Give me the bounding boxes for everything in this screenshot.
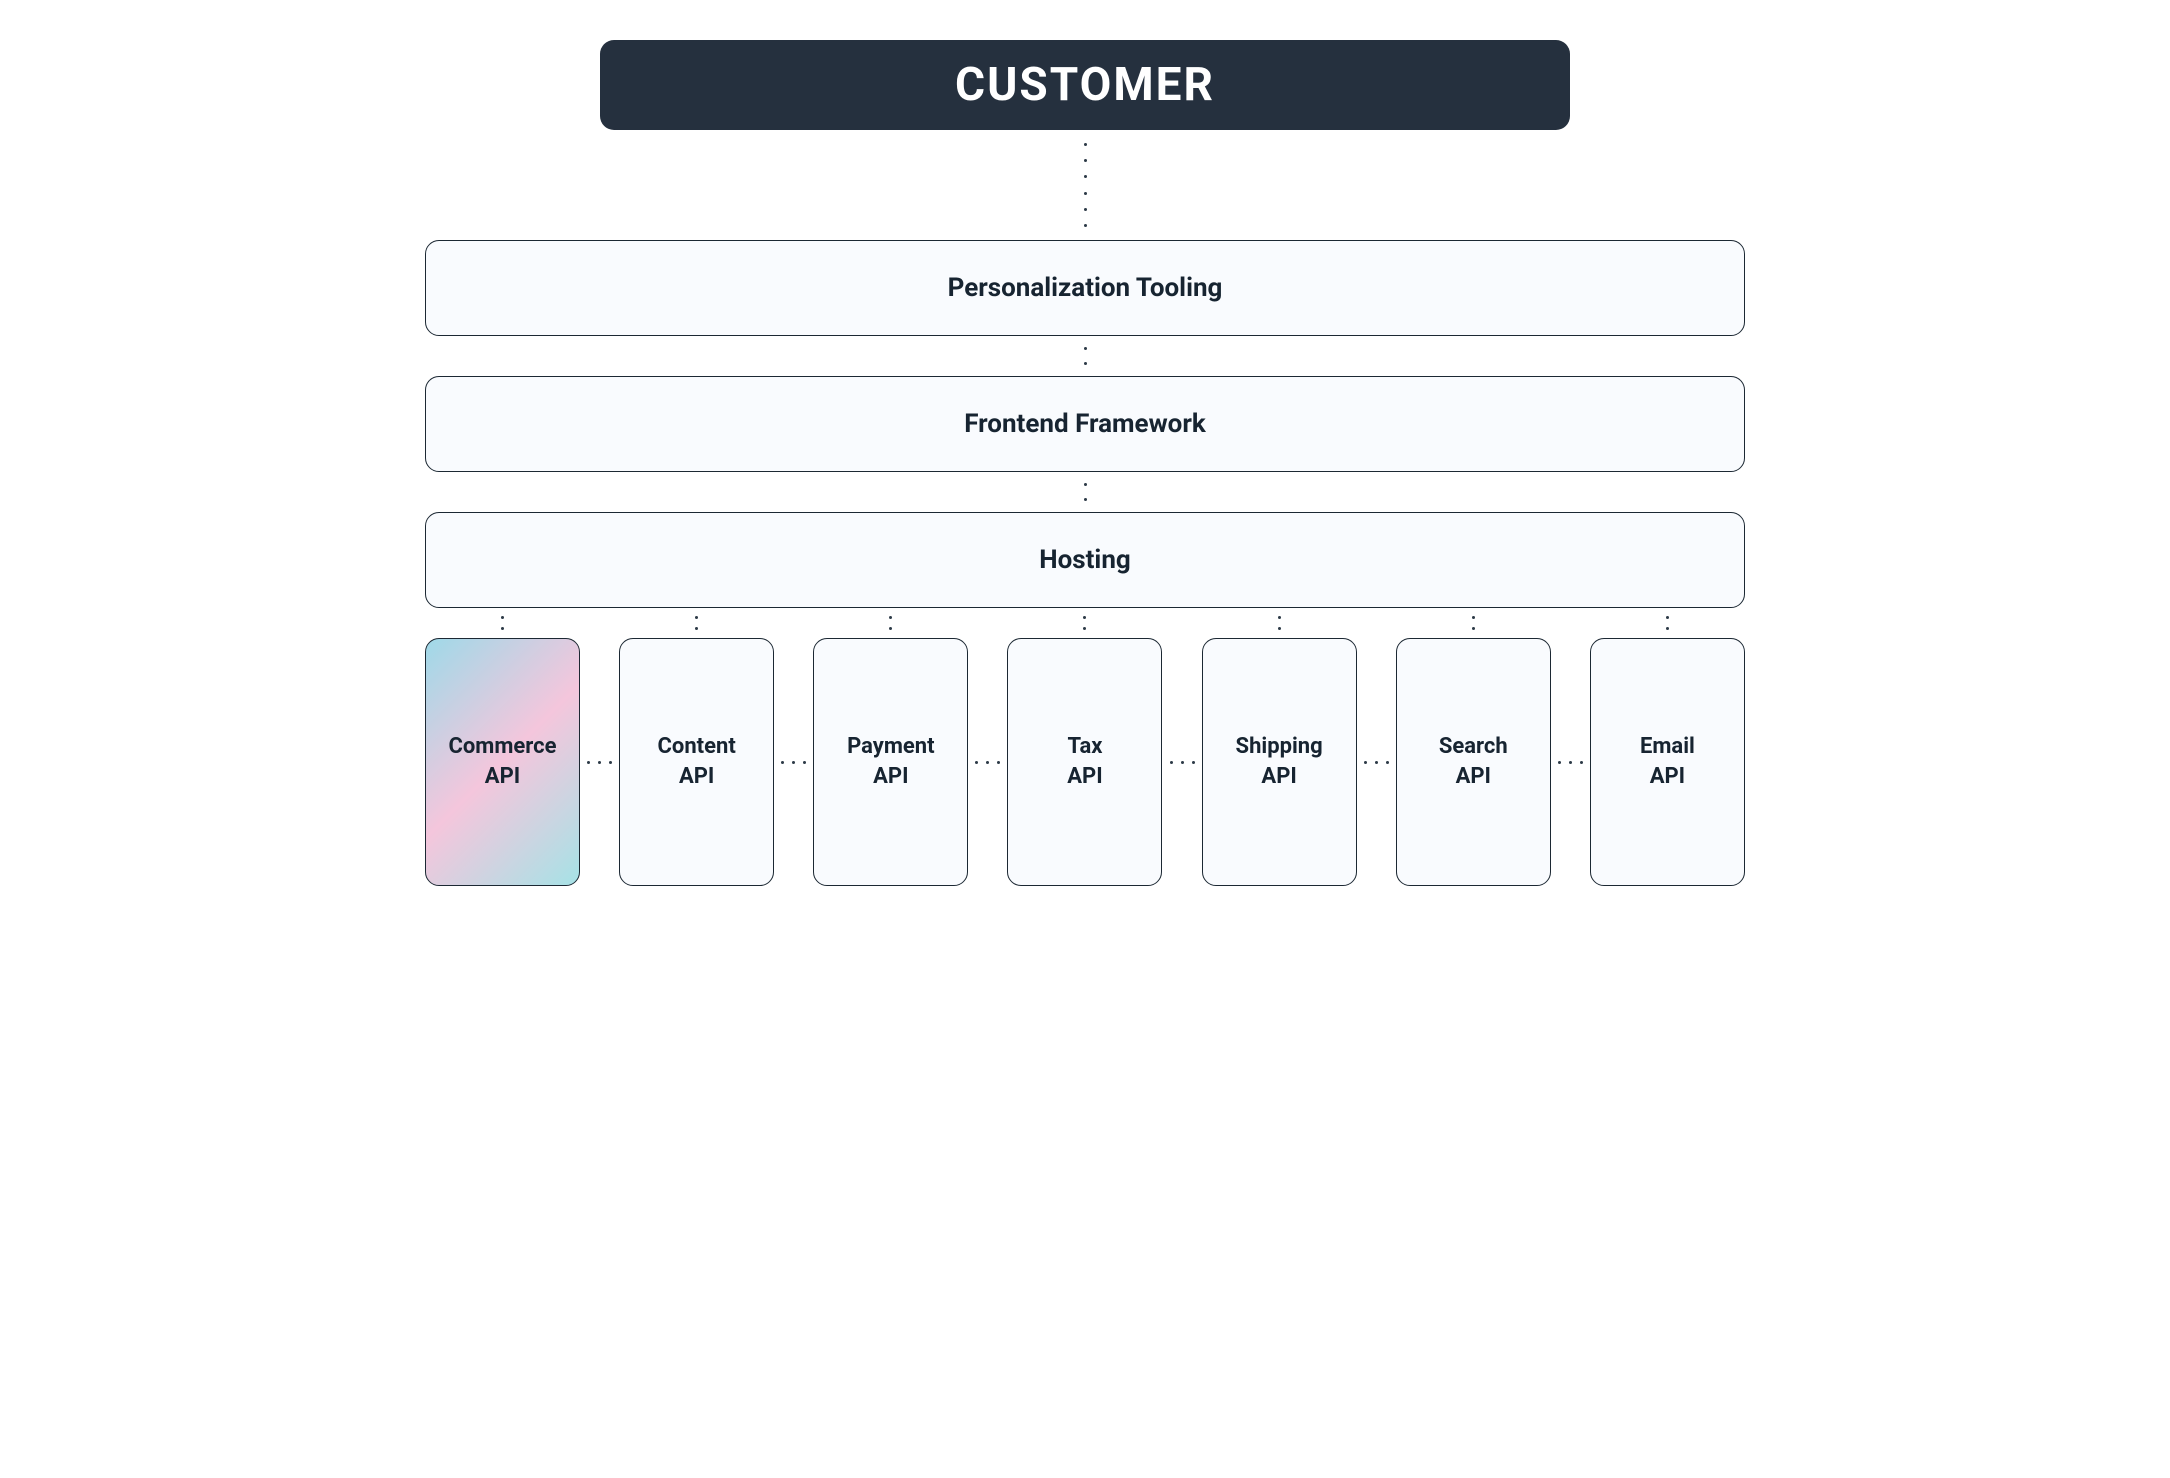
connector-dots-between-apis (1360, 761, 1393, 764)
api-box: ContentAPI (619, 638, 774, 886)
connector-dots-hosting-to-api (1083, 608, 1086, 638)
connector-dots-between-apis (777, 761, 810, 764)
api-box: EmailAPI (1590, 638, 1745, 886)
api-box: PaymentAPI (813, 638, 968, 886)
api-box-label: ShippingAPI (1236, 732, 1323, 791)
connector-dots-hosting-to-api (889, 608, 892, 638)
layer-frontend: Frontend Framework (425, 376, 1745, 472)
api-box: CommerceAPI (425, 638, 580, 886)
connector-dots-between-apis (1166, 761, 1199, 764)
api-column: TaxAPI (1007, 608, 1162, 886)
api-column: ShippingAPI (1202, 608, 1357, 886)
connector-dots-between-apis (971, 761, 1004, 764)
connector-dots-hosting-to-api (501, 608, 504, 638)
connector-dots-hosting-to-api (1278, 608, 1281, 638)
api-row: CommerceAPI ContentAPI PaymentAPI TaxAPI Shi… (425, 608, 1745, 886)
api-box-label: CommerceAPI (448, 732, 556, 791)
layer-personalization-label: Personalization Tooling (948, 273, 1223, 303)
api-box: TaxAPI (1007, 638, 1162, 886)
api-column: EmailAPI (1590, 608, 1745, 886)
api-box: SearchAPI (1396, 638, 1551, 886)
connector-dots-between-apis (1554, 761, 1587, 764)
connector-dots-customer-to-personalization (1084, 130, 1086, 240)
connector-dots-personalization-to-frontend (1084, 336, 1086, 376)
connector-dots-hosting-to-api (695, 608, 698, 638)
api-box-label: ContentAPI (658, 732, 736, 791)
api-column: PaymentAPI (813, 608, 968, 886)
customer-header-box: CUSTOMER (600, 40, 1570, 130)
api-box: ShippingAPI (1202, 638, 1357, 886)
connector-dots-frontend-to-hosting (1084, 472, 1086, 512)
api-box-label: PaymentAPI (847, 732, 934, 791)
api-column: ContentAPI (619, 608, 774, 886)
architecture-diagram: CUSTOMER Personalization Tooling Fronten… (425, 40, 1745, 886)
layer-hosting-label: Hosting (1039, 545, 1131, 575)
api-box-label: TaxAPI (1067, 732, 1102, 791)
customer-header-label: CUSTOMER (955, 58, 1215, 112)
layer-personalization: Personalization Tooling (425, 240, 1745, 336)
api-box-label: SearchAPI (1439, 732, 1508, 791)
layer-hosting: Hosting (425, 512, 1745, 608)
api-box-label: EmailAPI (1640, 732, 1695, 791)
connector-dots-hosting-to-api (1666, 608, 1669, 638)
connector-dots-between-apis (583, 761, 616, 764)
connector-dots-hosting-to-api (1472, 608, 1475, 638)
layer-frontend-label: Frontend Framework (964, 409, 1206, 439)
api-column: SearchAPI (1396, 608, 1551, 886)
api-column: CommerceAPI (425, 608, 580, 886)
